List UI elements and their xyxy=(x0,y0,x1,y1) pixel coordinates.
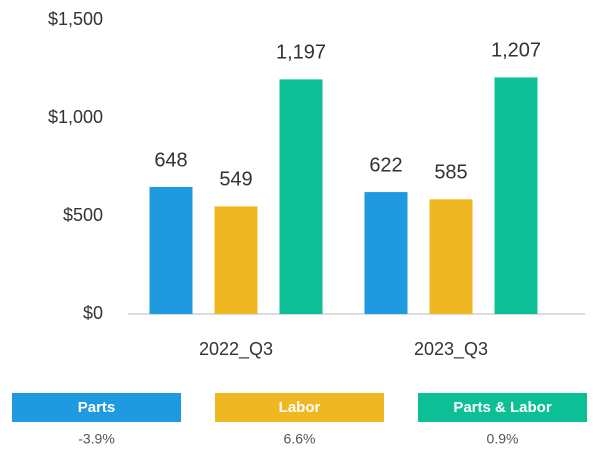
bar xyxy=(494,77,538,314)
legend-label: Parts & Labor xyxy=(453,399,552,416)
value-label: 648 xyxy=(154,149,187,171)
change-label: 6.6% xyxy=(284,431,316,447)
y-tick-label: $1,500 xyxy=(48,9,103,29)
legend-label: Labor xyxy=(279,399,321,416)
change-label: 0.9% xyxy=(487,431,519,447)
y-tick-label: $1,000 xyxy=(48,107,103,127)
y-tick-label: $0 xyxy=(83,303,103,323)
legend-swatch xyxy=(418,393,587,422)
bar xyxy=(429,199,473,314)
value-label: 549 xyxy=(219,169,252,191)
legend-label: Parts xyxy=(78,399,116,416)
bar xyxy=(214,206,258,314)
value-label: 585 xyxy=(434,162,467,184)
x-tick-label: 2023_Q3 xyxy=(414,339,488,360)
change-label: -3.9% xyxy=(78,431,115,447)
value-label: 622 xyxy=(369,154,402,176)
legend-swatch xyxy=(12,393,181,422)
bar xyxy=(149,186,193,314)
bar xyxy=(279,79,323,314)
value-label: 1,207 xyxy=(491,40,541,62)
legend-swatch xyxy=(215,393,384,422)
y-tick-label: $500 xyxy=(63,205,103,225)
bar xyxy=(364,192,408,314)
x-tick-label: 2022_Q3 xyxy=(199,339,273,360)
value-label: 1,197 xyxy=(276,42,326,64)
